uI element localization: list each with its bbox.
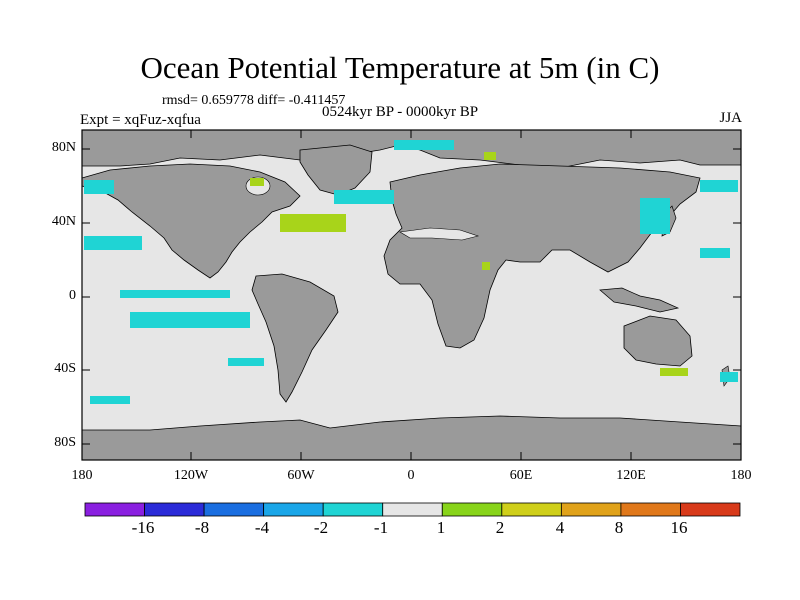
x-tick-60w: 60W bbox=[287, 468, 315, 483]
warm-patch bbox=[280, 214, 346, 232]
colorbar-box bbox=[680, 502, 741, 517]
land-indonesia bbox=[599, 287, 680, 313]
colorbar-label: -4 bbox=[254, 518, 270, 537]
cold-patch bbox=[228, 358, 264, 366]
colorbar-label: 8 bbox=[614, 518, 624, 537]
colorbar-box bbox=[441, 502, 503, 517]
y-tick-40n: 40N bbox=[51, 214, 76, 229]
stats-text: rmsd= 0.659778 diff= -0.411457 bbox=[162, 93, 346, 108]
plot-title: Ocean Potential Temperature at 5m (in C) bbox=[140, 50, 660, 85]
y-tick-80s: 80S bbox=[54, 435, 76, 450]
x-axis-ticks bbox=[190, 130, 632, 460]
cold-patch bbox=[84, 180, 114, 194]
colorbar-box bbox=[203, 502, 265, 517]
warm-patch bbox=[250, 178, 264, 186]
warm-patch bbox=[482, 262, 490, 270]
colorbar-box bbox=[560, 502, 622, 517]
colorbar-box bbox=[322, 502, 384, 517]
x-tick-180w: 180 bbox=[71, 468, 93, 483]
colorbar-label: 1 bbox=[436, 518, 446, 537]
cold-patch bbox=[700, 248, 730, 258]
cold-patch bbox=[84, 236, 142, 250]
cold-patch bbox=[394, 140, 454, 150]
colorbar-box bbox=[84, 502, 145, 517]
colorbar-box bbox=[382, 502, 443, 517]
y-tick-40s: 40S bbox=[54, 361, 76, 376]
time-range-label: 0524kyr BP - 0000kyr BP bbox=[322, 104, 479, 120]
land-north-america bbox=[81, 163, 301, 279]
y-axis-ticks bbox=[82, 148, 741, 445]
season-label: JJA bbox=[719, 110, 742, 126]
cold-patch bbox=[720, 372, 738, 382]
land-eurasia-africa bbox=[383, 163, 701, 349]
cold-patch bbox=[334, 190, 394, 204]
x-tick-120e: 120E bbox=[616, 468, 646, 483]
cold-patch bbox=[700, 180, 738, 192]
colorbar-label: -2 bbox=[313, 518, 329, 537]
land-australia bbox=[623, 315, 693, 367]
cold-patch bbox=[640, 198, 670, 234]
x-tick-180e: 180 bbox=[730, 468, 752, 483]
x-tick-120w: 120W bbox=[173, 468, 209, 483]
y-tick-80n: 80N bbox=[51, 140, 76, 155]
colorbar bbox=[84, 502, 741, 517]
colorbar-label: -16 bbox=[131, 518, 155, 537]
warm-patch bbox=[660, 368, 688, 376]
cold-patch bbox=[130, 312, 250, 328]
colorbar-box bbox=[620, 502, 681, 517]
warm-patch bbox=[484, 152, 496, 160]
cold-patch bbox=[120, 290, 230, 298]
colorbar-box bbox=[501, 502, 562, 517]
colorbar-label: -1 bbox=[373, 518, 389, 537]
y-tick-0: 0 bbox=[69, 288, 76, 303]
colorbar-box bbox=[263, 502, 324, 517]
colorbar-label: 16 bbox=[670, 518, 688, 537]
mediterranean-sea bbox=[399, 227, 480, 241]
colorbar-box bbox=[144, 502, 205, 517]
colorbar-label: 2 bbox=[495, 518, 505, 537]
land-south-america bbox=[251, 273, 339, 403]
experiment-label: Expt = xqFuz-xqfua bbox=[80, 112, 201, 128]
x-tick-60e: 60E bbox=[509, 468, 533, 483]
colorbar-label: 4 bbox=[555, 518, 565, 537]
warm-anomaly-patches bbox=[250, 152, 688, 376]
colorbar-label: -8 bbox=[194, 518, 210, 537]
cold-anomaly-patches bbox=[84, 140, 738, 404]
x-tick-0: 0 bbox=[407, 468, 415, 483]
cold-patch bbox=[90, 396, 130, 404]
